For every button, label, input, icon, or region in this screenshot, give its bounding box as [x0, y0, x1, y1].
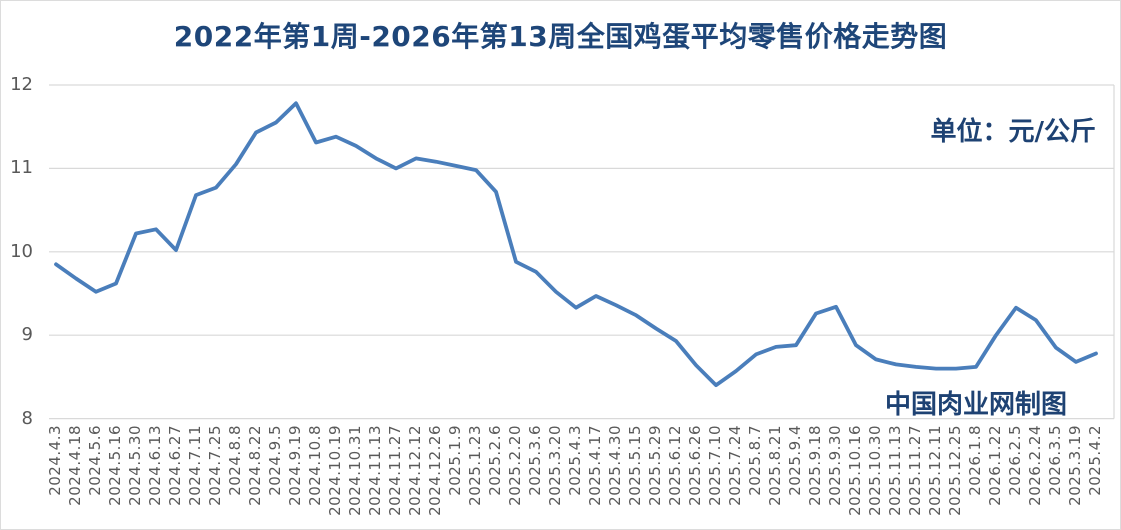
x-axis-tick-label: 2025.12.11 — [926, 425, 944, 516]
x-axis-tick-label: 2025.6.26 — [686, 425, 704, 506]
x-axis-tick-label: 2025.2.20 — [506, 425, 524, 506]
x-axis-tick-label: 2025.10.16 — [846, 425, 864, 516]
x-axis-tick-label: 2025.3.19 — [1066, 425, 1084, 506]
x-axis-tick-label: 2024.4.3 — [46, 425, 64, 496]
y-axis-tick-label: 9 — [21, 324, 33, 346]
x-axis-tick-label: 2024.5.16 — [106, 425, 124, 506]
x-axis-tick-label: 2024.5.30 — [126, 425, 144, 506]
x-axis-tick-label: 2024.10.31 — [346, 425, 364, 516]
x-axis-tick-label: 2024.8.8 — [226, 425, 244, 496]
x-axis-tick-label: 2025.7.24 — [726, 425, 744, 506]
x-axis-tick-label: 2025.6.12 — [666, 425, 684, 506]
x-axis-tick-label: 2025.11.27 — [906, 425, 924, 516]
x-axis-tick-label: 2025.4.3 — [566, 425, 584, 496]
x-axis-tick-label: 2025.5.15 — [626, 425, 644, 506]
x-axis-tick-label: 2024.12.26 — [426, 425, 444, 516]
x-axis-tick-label: 2026.1.22 — [986, 425, 1004, 506]
y-axis-tick-label: 8 — [21, 407, 33, 429]
y-axis-tick-label: 11 — [10, 157, 33, 179]
x-axis-tick-label: 2025.4.17 — [586, 425, 604, 506]
x-axis-tick-label: 2025.7.10 — [706, 425, 724, 506]
x-axis-tick-label: 2024.6.13 — [146, 425, 164, 506]
x-axis-tick-label: 2024.11.27 — [386, 425, 404, 516]
x-axis-tick-label: 2024.7.25 — [206, 425, 224, 506]
x-axis-tick-label: 2025.9.4 — [786, 425, 804, 496]
x-axis-tick-label: 2025.5.29 — [646, 425, 664, 506]
x-axis-tick-label: 2025.8.7 — [746, 425, 764, 496]
y-axis-tick-label: 10 — [10, 240, 33, 262]
x-axis-tick-label: 2026.1.8 — [966, 425, 984, 496]
x-axis-tick-label: 2024.5.6 — [86, 425, 104, 496]
x-axis-tick-label: 2025.11.13 — [886, 425, 904, 516]
x-axis-tick-label: 2025.3.20 — [546, 425, 564, 506]
x-axis-tick-label: 2024.10.19 — [326, 425, 344, 516]
x-axis-tick-label: 2026.3.5 — [1046, 425, 1064, 496]
x-axis-tick-label: 2025.4.2 — [1086, 425, 1104, 496]
x-axis-tick-label: 2025.3.6 — [526, 425, 544, 496]
x-axis-tick-label: 2024.7.11 — [186, 425, 204, 506]
x-axis-tick-label: 2025.12.25 — [946, 425, 964, 516]
x-axis-tick-label: 2025.9.30 — [826, 425, 844, 506]
x-axis-tick-label: 2025.1.9 — [446, 425, 464, 496]
price-line-series — [54, 101, 1098, 388]
watermark-label: 中国肉业网制图 — [885, 390, 1068, 420]
x-axis-tick-label: 2025.10.30 — [866, 425, 884, 516]
x-axis-tick-label: 2024.6.27 — [166, 425, 184, 506]
x-axis-tick-label: 2024.8.22 — [246, 425, 264, 506]
x-axis-tick-label: 2025.9.18 — [806, 425, 824, 506]
x-axis-tick-label: 2025.1.23 — [466, 425, 484, 506]
unit-label: 单位：元/公斤 — [930, 117, 1097, 147]
x-axis-tick-label: 2025.8.21 — [766, 425, 784, 506]
y-axis-tick-label: 12 — [10, 74, 33, 95]
x-axis-tick-label: 2025.4.30 — [606, 425, 624, 506]
x-axis-tick-label: 2026.2.24 — [1026, 425, 1044, 506]
chart-title: 2022年第1周-2026年第13周全国鸡蛋平均零售价格走势图 — [173, 20, 948, 53]
x-axis-tick-label: 2024.12.12 — [406, 425, 424, 516]
x-axis-tick-label: 2025.2.6 — [486, 425, 504, 496]
x-axis-tick-label: 2024.9.19 — [286, 425, 304, 506]
x-axis-tick-label: 2024.4.18 — [66, 425, 84, 506]
x-axis-tick-label: 2024.10.8 — [306, 425, 324, 506]
x-axis-tick-label: 2024.9.5 — [266, 425, 284, 496]
x-axis-tick-label: 2024.11.13 — [366, 425, 384, 516]
x-axis-tick-label: 2026.2.5 — [1006, 425, 1024, 496]
